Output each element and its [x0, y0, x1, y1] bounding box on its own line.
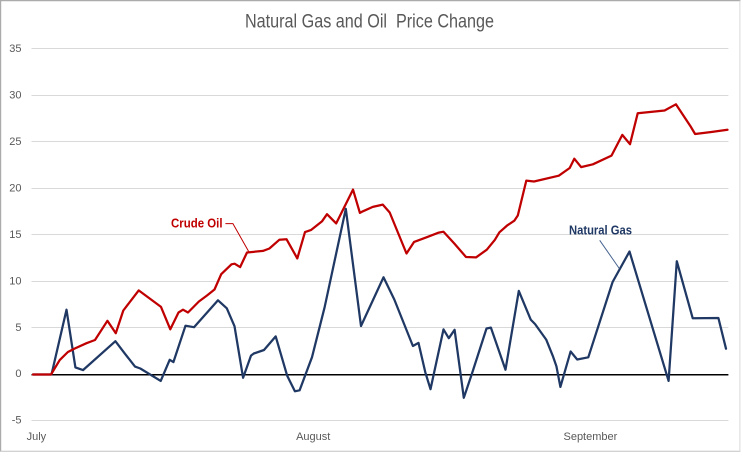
svg-text:10: 10 — [9, 275, 21, 287]
svg-text:20: 20 — [9, 182, 21, 194]
svg-text:-5: -5 — [12, 415, 22, 427]
svg-text:5: 5 — [15, 322, 21, 334]
svg-text:30: 30 — [9, 89, 21, 101]
svg-text:0: 0 — [15, 368, 21, 380]
svg-text:25: 25 — [9, 136, 21, 148]
svg-text:Crude Oil: Crude Oil — [171, 216, 223, 231]
svg-text:15: 15 — [9, 229, 21, 241]
svg-text:August: August — [296, 431, 330, 443]
svg-text:September: September — [563, 431, 617, 443]
svg-text:July: July — [27, 431, 47, 443]
svg-text:35: 35 — [9, 43, 21, 55]
svg-text:Natural Gas: Natural Gas — [569, 223, 632, 238]
svg-text:Natural Gas and Oil Price Cha: Natural Gas and Oil Price Change — [245, 12, 494, 33]
